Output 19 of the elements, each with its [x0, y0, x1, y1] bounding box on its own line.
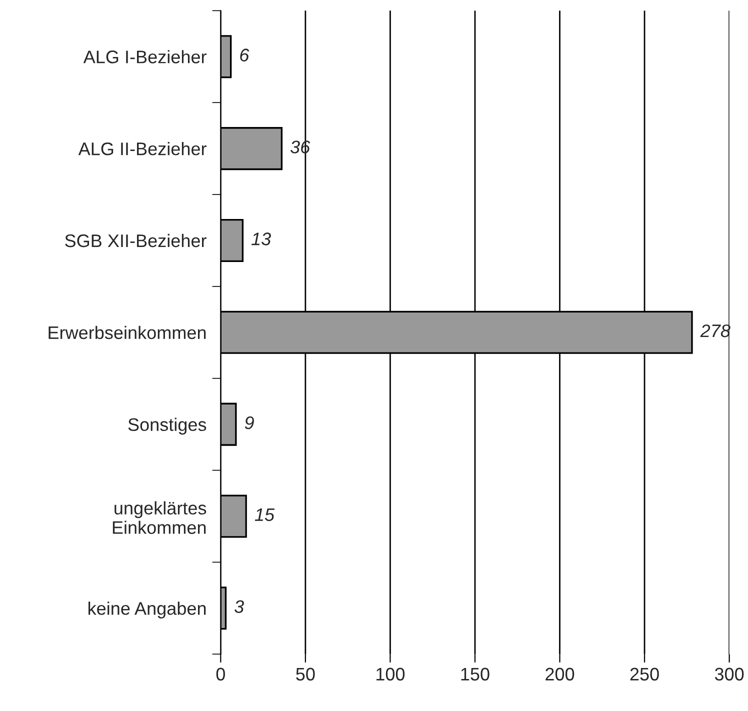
x-tick-label: 0	[216, 668, 225, 681]
y-tick-label: keine Angaben	[88, 602, 206, 618]
data-label: 13	[252, 232, 271, 246]
y-tick-label: ALG II-Bezieher	[78, 142, 206, 156]
x-tick-label: 100	[376, 668, 405, 681]
y-tick-label: Sonstiges	[128, 418, 206, 435]
y-tick-label: SGB XII-Bezieher	[65, 234, 206, 248]
data-label: 15	[254, 508, 275, 522]
data-label: 3	[234, 600, 244, 614]
y-tick-label: Erwerbseinkommen	[48, 326, 206, 340]
y-tick-label: ALG I-Bezieher	[83, 50, 206, 64]
x-tick-label: 250	[630, 668, 659, 681]
data-label: 6	[240, 48, 250, 62]
x-tick-label: 300	[714, 668, 744, 681]
y-tick-label: ungeklärtes Einkommen	[112, 501, 206, 534]
data-label: 9	[244, 416, 254, 430]
x-tick-label: 200	[546, 668, 574, 681]
x-tick-label: 50	[296, 668, 315, 681]
x-tick-label: 150	[461, 668, 490, 681]
